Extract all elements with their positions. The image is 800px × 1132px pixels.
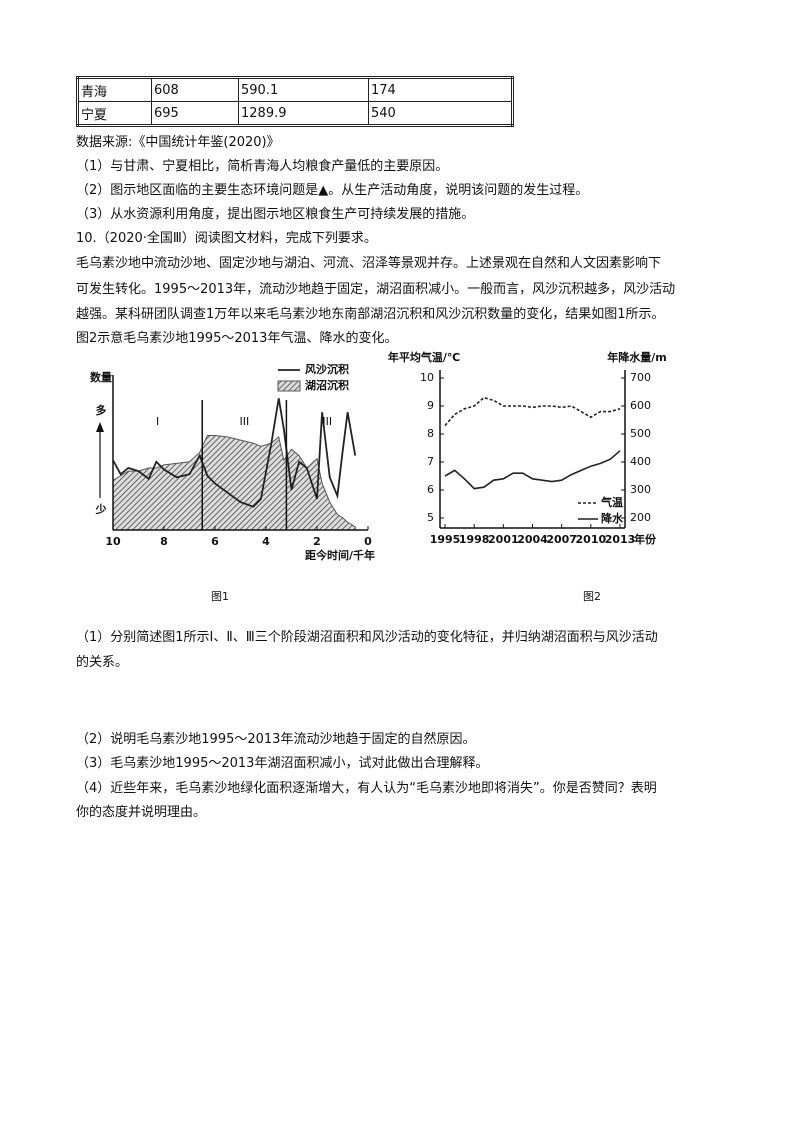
caption: 图2 <box>583 590 601 603</box>
x-tick-label: 2007 <box>546 533 577 546</box>
x-tick-label: 2010 <box>576 533 607 546</box>
cell: 540 <box>368 101 513 126</box>
question: （3）毛乌素沙地1995～2013年湖沼面积减小，试对此做出合理解释。 <box>76 756 489 771</box>
source: 数据来源:《中国统计年鉴(2020)》 <box>76 135 280 150</box>
data-table: 青海 608 590.1 174 宁夏 695 1289.9 540 <box>76 76 514 127</box>
line <box>444 396 621 427</box>
stage-label: III <box>322 415 332 428</box>
y-axis-label: 数量 <box>90 370 112 384</box>
y-tick-label: 5 <box>427 511 434 524</box>
arrow-head <box>96 422 104 432</box>
material: 图2示意毛乌素沙地1995～2013年气温、降水的变化。 <box>76 331 398 346</box>
material: 可发生转化。1995～2013年，流动沙地趋于固定，湖沼面积减小。一般而言，风沙… <box>76 282 676 297</box>
question: （1）分别简述图1所示Ⅰ、Ⅱ、Ⅲ三个阶段湖沼面积和风沙活动的变化特征，并归纳湖沼… <box>76 630 658 645</box>
x-tick-label: 4 <box>262 535 270 548</box>
question: （4）近些年来，毛乌素沙地绿化面积逐渐增大，有人认为“毛乌素沙地即将消失”。你是… <box>76 781 657 796</box>
y-low: 少 <box>95 502 107 516</box>
area <box>112 434 356 531</box>
x-tick-label: 2001 <box>488 533 519 546</box>
legend-swatch <box>277 380 301 392</box>
question: （2）图示地区面临的主要生态环境问题是▲。从生产活动角度，说明该问题的发生过程。 <box>76 183 589 198</box>
x-tick-label: 2 <box>313 535 321 548</box>
x-tick-label: 0 <box>364 535 372 548</box>
question: （1）与甘肃、宁夏相比，简析青海人均粮食产量低的主要原因。 <box>76 159 449 174</box>
stage-label: III <box>239 415 249 428</box>
x-tick-label: 8 <box>160 535 168 548</box>
x-axis-label: 距今时间/千年 <box>305 548 375 562</box>
y2-tick-label: 200 <box>630 511 651 524</box>
legend-label: 风沙沉积 <box>305 362 349 376</box>
line <box>444 450 621 490</box>
x-tick-label: 10 <box>105 535 121 548</box>
x-tick-label: 1995 <box>430 533 461 546</box>
stage-label: I <box>156 415 159 428</box>
x-tick-label: 6 <box>211 535 219 548</box>
y-tick-label: 9 <box>427 399 434 412</box>
x-tick-label: 2004 <box>517 533 548 546</box>
legend-label: 湖沼沉积 <box>305 378 349 392</box>
question: 的关系。 <box>76 655 129 670</box>
x-tick-label: 1998 <box>459 533 490 546</box>
y-tick-label: 8 <box>427 427 434 440</box>
material: 毛乌素沙地中流动沙地、固定沙地与湖泊、河流、沼泽等景观并存。上述景观在自然和人文… <box>76 256 662 271</box>
legend-label: 降水 <box>601 511 624 525</box>
caption: 图1 <box>211 590 229 603</box>
problem: 10.（2020·全国Ⅲ）阅读图文材料，完成下列要求。 <box>76 231 377 246</box>
x-tick-label: 2013 <box>605 533 636 546</box>
line <box>112 398 357 508</box>
question: （2）说明毛乌素沙地1995～2013年流动沙地趋于固定的自然原因。 <box>76 732 476 747</box>
cell: 695 <box>151 101 239 126</box>
y-high: 多 <box>96 403 107 417</box>
y-tick-label: 7 <box>427 455 434 468</box>
x-axis-label: 年份 <box>634 532 657 546</box>
y2-tick-label: 500 <box>630 427 651 440</box>
legend-label: 气温 <box>600 495 623 509</box>
y-axis-label: 年平均气温/℃ <box>388 350 460 364</box>
question: （3）从水资源利用角度，提出图示地区粮食生产可持续发展的措施。 <box>76 207 475 222</box>
y2-tick-label: 600 <box>630 399 651 412</box>
y-tick-label: 10 <box>420 371 434 384</box>
y2-tick-label: 700 <box>630 371 651 384</box>
y-tick-label: 6 <box>427 483 434 496</box>
cell: 宁夏 <box>77 101 152 126</box>
y2-axis-label: 年降水量/m <box>607 350 666 364</box>
question: 你的态度并说明理由。 <box>76 805 207 820</box>
y2-tick-label: 400 <box>630 455 651 468</box>
cell: 608 <box>151 77 239 102</box>
y2-tick-label: 300 <box>630 483 651 496</box>
material: 越强。某科研团队调查1万年以来毛乌素沙地东南部湖沼沉积和风沙沉积数量的变化，结果… <box>76 307 665 322</box>
